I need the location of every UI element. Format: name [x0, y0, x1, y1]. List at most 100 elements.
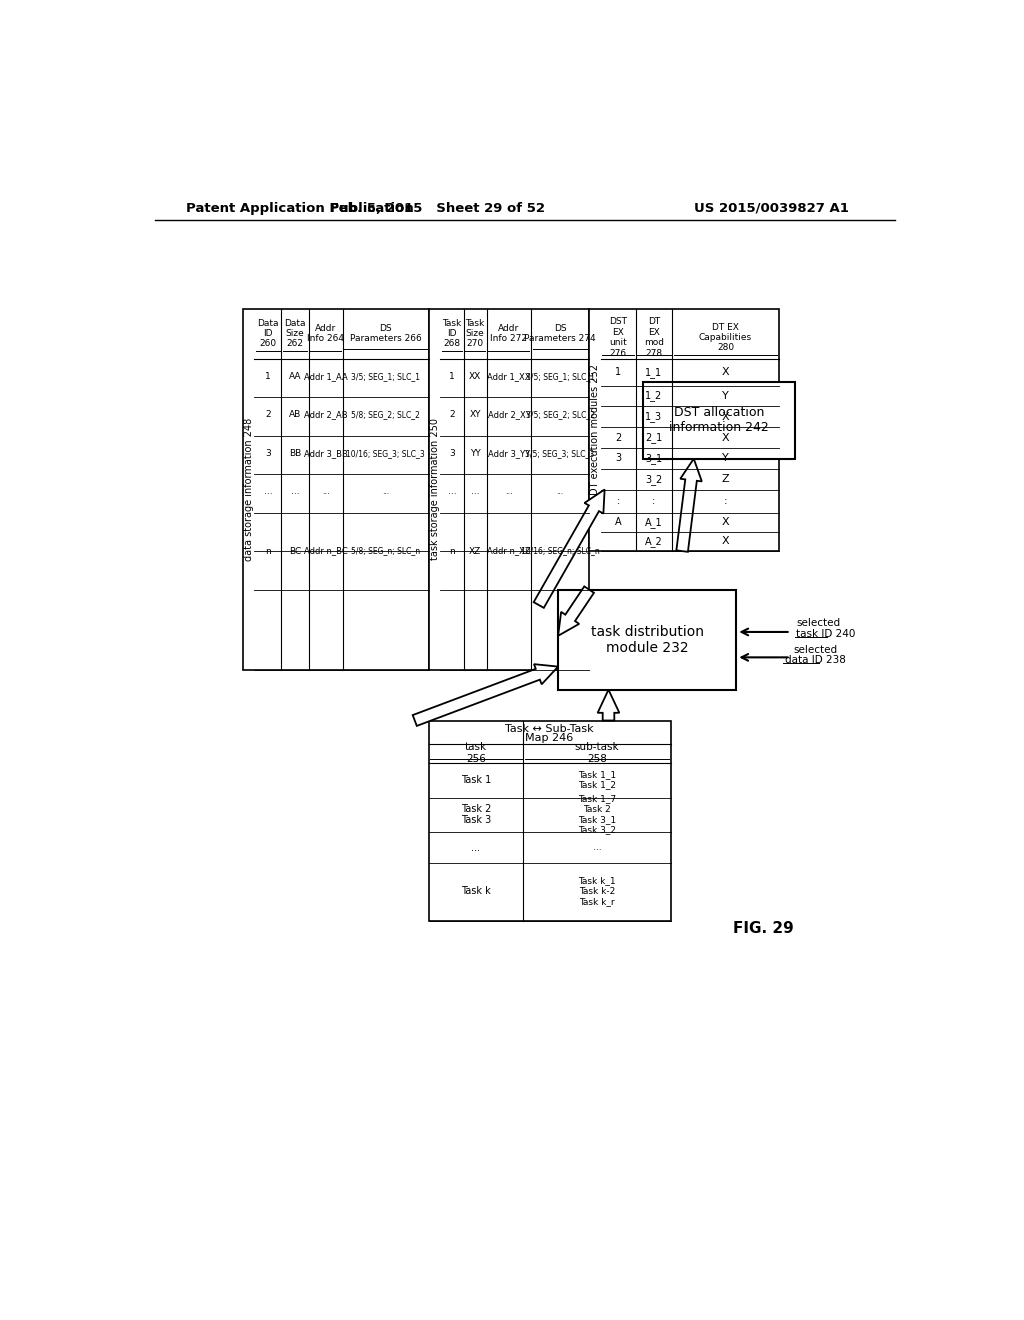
Text: ...: ... [291, 487, 299, 496]
Text: BC: BC [289, 546, 301, 556]
Text: 2: 2 [450, 411, 455, 420]
Text: task
256: task 256 [465, 742, 487, 764]
Text: A_2: A_2 [645, 536, 663, 546]
Text: XZ: XZ [469, 546, 481, 556]
Text: YY: YY [470, 449, 480, 458]
Bar [429, 721, 671, 921]
Text: AA: AA [289, 372, 301, 380]
Bar [429, 309, 589, 671]
Text: 1_2: 1_2 [645, 391, 663, 401]
Text: DST allocation
information 242: DST allocation information 242 [669, 407, 769, 434]
Text: Y: Y [722, 453, 729, 463]
Text: 3_2: 3_2 [645, 474, 663, 484]
Text: data storage information 248: data storage information 248 [244, 418, 254, 561]
Text: 5/8; SEG_n; SLC_n: 5/8; SEG_n; SLC_n [351, 546, 420, 556]
Text: XX: XX [469, 372, 481, 380]
Text: 10/16; SEG_n; SLC_n: 10/16; SEG_n; SLC_n [520, 546, 599, 556]
Text: ...: ... [471, 842, 480, 853]
Text: Addr 1_AA: Addr 1_AA [304, 372, 347, 380]
Text: ...: ... [382, 487, 389, 496]
Text: :: : [724, 496, 727, 506]
Text: FIG. 29: FIG. 29 [733, 921, 794, 936]
Text: Addr 3_BB: Addr 3_BB [304, 449, 347, 458]
Text: Task 1: Task 1 [461, 775, 492, 785]
Text: Task k: Task k [461, 887, 490, 896]
Text: 1_1: 1_1 [645, 367, 663, 378]
Text: X: X [722, 433, 729, 442]
Text: task distribution
module 232: task distribution module 232 [591, 624, 703, 655]
Text: 5/8; SEG_2; SLC_2: 5/8; SEG_2; SLC_2 [351, 411, 420, 420]
Polygon shape [598, 689, 620, 721]
Text: Y: Y [722, 391, 729, 401]
Text: 10/16; SEG_3; SLC_3: 10/16; SEG_3; SLC_3 [346, 449, 425, 458]
Text: Addr 1_XX: Addr 1_XX [487, 372, 530, 380]
Text: ...: ... [447, 487, 457, 496]
Text: Feb. 5, 2015   Sheet 29 of 52: Feb. 5, 2015 Sheet 29 of 52 [331, 202, 546, 215]
Polygon shape [413, 664, 558, 726]
Text: Addr n_BC: Addr n_BC [304, 546, 347, 556]
Text: Task ↔ Sub-Task: Task ↔ Sub-Task [505, 723, 594, 734]
Bar [558, 590, 736, 689]
Text: 1: 1 [265, 372, 270, 380]
Text: ...: ... [556, 487, 563, 496]
Text: data ID 238: data ID 238 [785, 656, 846, 665]
Text: selected: selected [793, 644, 837, 655]
Text: ...: ... [471, 487, 479, 496]
Text: A: A [614, 517, 622, 527]
Text: 2_1: 2_1 [645, 432, 663, 444]
Text: Task 2
Task 3: Task 2 Task 3 [461, 804, 492, 825]
Polygon shape [558, 586, 594, 636]
Text: Task 1_1
Task 1_2: Task 1_1 Task 1_2 [578, 770, 616, 789]
Text: AB: AB [289, 411, 301, 420]
Text: XY: XY [469, 411, 481, 420]
Text: n: n [450, 546, 455, 556]
Text: selected: selected [796, 619, 840, 628]
Text: n: n [265, 546, 270, 556]
Text: Task
ID
268: Task ID 268 [442, 318, 462, 348]
Text: X: X [722, 517, 729, 527]
Text: X: X [722, 536, 729, 546]
Text: Addr n_XZ: Addr n_XZ [487, 546, 530, 556]
Text: 3/5; SEG_1; SLC_1: 3/5; SEG_1; SLC_1 [351, 372, 420, 380]
Text: sub-task
258: sub-task 258 [574, 742, 620, 764]
Text: US 2015/0039827 A1: US 2015/0039827 A1 [694, 202, 849, 215]
Text: 1_3: 1_3 [645, 412, 663, 422]
Text: Map 246: Map 246 [525, 733, 573, 743]
Polygon shape [534, 490, 604, 607]
Text: Addr
Info 264: Addr Info 264 [307, 323, 344, 343]
Text: 1: 1 [450, 372, 455, 380]
Text: X: X [722, 367, 729, 378]
Text: Task
Size
270: Task Size 270 [466, 318, 484, 348]
Text: Addr 2_XY: Addr 2_XY [487, 411, 530, 420]
Text: ...: ... [263, 487, 272, 496]
Text: :: : [652, 496, 655, 506]
Text: task ID 240: task ID 240 [796, 630, 855, 639]
Text: ...: ... [322, 487, 330, 496]
Text: Task k_1
Task k-2
Task k_r: Task k_1 Task k-2 Task k_r [579, 876, 615, 907]
Text: DT EX
Capabilities
280: DT EX Capabilities 280 [699, 322, 752, 352]
Bar [589, 309, 779, 552]
Text: 1: 1 [615, 367, 622, 378]
Text: 3: 3 [615, 453, 622, 463]
Text: DT
EX
mod
278: DT EX mod 278 [644, 317, 664, 358]
Text: 3/5; SEG_2; SLC_2: 3/5; SEG_2; SLC_2 [525, 411, 595, 420]
Text: Patent Application Publication: Patent Application Publication [186, 202, 414, 215]
Text: DS
Parameters 266: DS Parameters 266 [350, 323, 422, 343]
Text: 3/5; SEG_1; SLC_1: 3/5; SEG_1; SLC_1 [525, 372, 595, 380]
Text: :: : [616, 496, 620, 506]
Text: X: X [722, 412, 729, 421]
Bar [243, 309, 429, 671]
Text: ...: ... [505, 487, 513, 496]
Text: task storage information 250: task storage information 250 [430, 418, 440, 561]
Text: Data
ID
260: Data ID 260 [257, 318, 279, 348]
Text: DST
EX
unit
276: DST EX unit 276 [609, 317, 627, 358]
Text: ...: ... [593, 843, 601, 851]
Text: DS
Parameters 274: DS Parameters 274 [524, 323, 596, 343]
Text: Addr
Info 272: Addr Info 272 [490, 323, 527, 343]
Text: 3_1: 3_1 [645, 453, 663, 463]
Text: 3: 3 [450, 449, 455, 458]
Text: DT execution modules 252: DT execution modules 252 [590, 364, 600, 495]
Text: 2: 2 [265, 411, 270, 420]
Text: A_1: A_1 [645, 516, 663, 528]
Text: BB: BB [289, 449, 301, 458]
